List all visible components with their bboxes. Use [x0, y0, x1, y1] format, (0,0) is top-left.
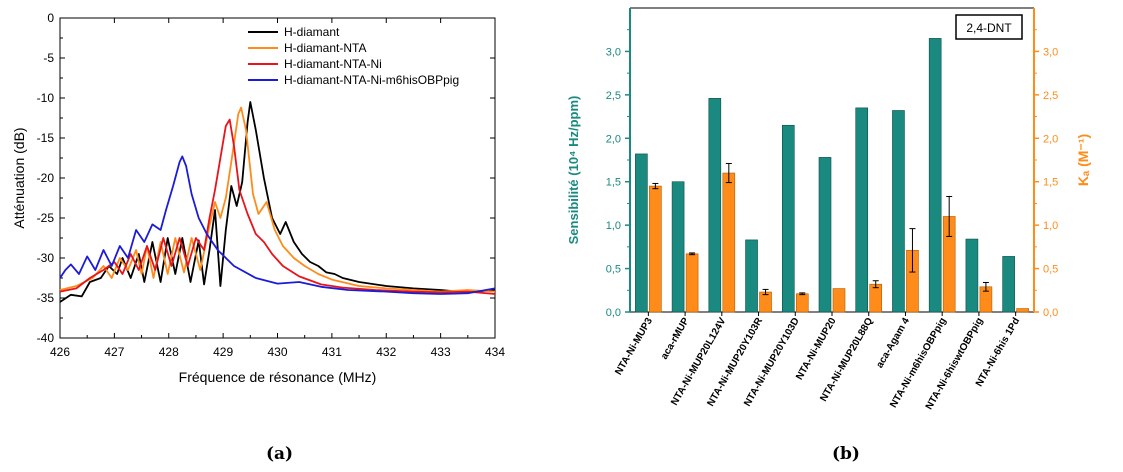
y-tick-label: -10	[37, 91, 55, 105]
bar-sensibilite	[671, 181, 685, 313]
series-line-2	[59, 118, 496, 295]
annotation-label: 2,4-DNT	[966, 21, 1012, 35]
category-label: aca-rMUP	[659, 316, 692, 362]
annotation-box	[955, 14, 1023, 40]
legend-label-1: H-diamant-NTA	[284, 41, 366, 55]
legend-label-0: H-diamant	[284, 25, 340, 39]
bar-ka	[795, 293, 809, 313]
y-axis-label: Atténuation (dB)	[11, 127, 27, 228]
bar-sensibilite	[928, 38, 942, 313]
x-tick-label: 427	[104, 345, 124, 359]
x-tick-label: 432	[376, 345, 396, 359]
bar-sensibilite	[1002, 256, 1015, 313]
right-tick-label: 3,0	[1043, 46, 1058, 58]
y-tick-label: -5	[43, 51, 54, 65]
bar-sensibilite	[708, 98, 722, 313]
left-tick-label: 2,0	[606, 133, 621, 145]
bar-ka	[649, 185, 662, 313]
series-line-0	[59, 101, 496, 303]
category-label: NTA-Ni-MUP3	[613, 316, 655, 378]
x-tick-label: 433	[431, 345, 451, 359]
x-axis-label: Fréquence de résonance (MHz)	[179, 369, 377, 385]
bar-ka	[832, 288, 846, 313]
bar-sensibilite	[855, 107, 869, 313]
y-tick-label: 0	[47, 11, 54, 25]
x-tick-label: 430	[267, 345, 287, 359]
y-tick-label: -25	[37, 211, 55, 225]
caption-b: (b)	[832, 444, 860, 464]
bar-sensibilite	[965, 238, 979, 313]
y-tick-label: -40	[37, 331, 55, 345]
right-tick-label: 1,0	[1043, 220, 1058, 232]
legend-label-2: H-diamant-NTA-Ni	[284, 57, 382, 71]
bar-sensibilite	[892, 110, 905, 313]
bar-sensibilite	[818, 157, 832, 313]
y-tick-label: -15	[37, 131, 55, 145]
left-tick-label: 1,0	[606, 220, 621, 232]
x-tick-label: 428	[159, 345, 179, 359]
caption-a: (a)	[266, 444, 294, 464]
bar-sensibilite	[781, 124, 795, 313]
legend-label-3: H-diamant-NTA-Ni-m6hisOBPpig	[284, 73, 459, 87]
x-tick-label: 426	[50, 345, 70, 359]
category-label: NTA-Ni-MUP20	[794, 316, 839, 382]
left-tick-label: 0,5	[606, 264, 621, 276]
left-tick-label: 1,5	[606, 177, 621, 189]
left-axis-label: Sensibilité (10⁴ Hz/ppm)	[566, 96, 581, 245]
right-tick-label: 2,5	[1043, 90, 1058, 102]
x-tick-label: 429	[213, 345, 233, 359]
right-axis-label: Kₐ (M⁻¹)	[1075, 134, 1091, 186]
left-tick-label: 2,5	[606, 90, 621, 102]
bar-ka	[685, 253, 699, 313]
right-tick-label: 2,0	[1043, 133, 1058, 145]
y-tick-label: -20	[37, 171, 55, 185]
y-tick-label: -30	[37, 251, 55, 265]
x-tick-label: 434	[485, 345, 505, 359]
right-tick-label: 0,5	[1043, 264, 1058, 276]
x-tick-label: 431	[322, 345, 342, 359]
y-tick-label: -35	[37, 291, 55, 305]
right-tick-label: 0,0	[1043, 307, 1058, 319]
left-tick-label: 3,0	[606, 46, 621, 58]
bar-chart-sensitivity: 0,0 0,0 0,5 0,5 1,0 1,0 1,5 1,5 2,0 2,0 2,5 2,5 3,0 3…	[566, 7, 1091, 412]
left-tick-label: 0,0	[606, 307, 621, 319]
bar-ka	[1016, 308, 1029, 313]
bar-sensibilite	[745, 239, 758, 313]
series-line-1	[59, 106, 496, 293]
bar-sensibilite	[635, 153, 648, 313]
bar-ka	[722, 172, 736, 313]
bar-ka	[869, 283, 883, 313]
right-tick-label: 1,5	[1043, 177, 1058, 189]
series-line-3	[59, 155, 496, 295]
line-chart-attenuation: 426 427 428 429 430 431 432 433 434 0 -5 -10 -15 -20 -…	[11, 11, 505, 385]
category-label: aca-Agam 4	[874, 316, 912, 370]
